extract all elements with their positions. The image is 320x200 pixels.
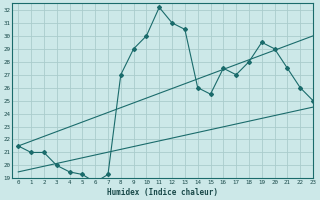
X-axis label: Humidex (Indice chaleur): Humidex (Indice chaleur) (107, 188, 218, 197)
